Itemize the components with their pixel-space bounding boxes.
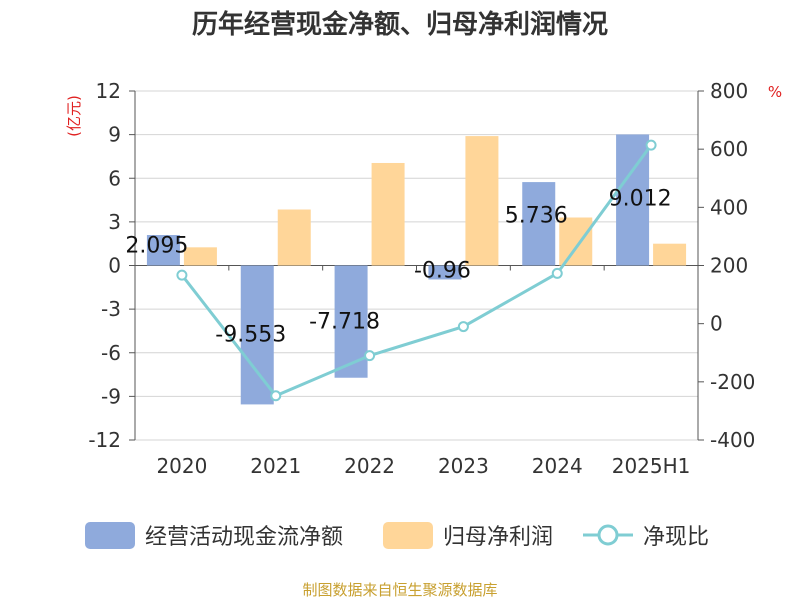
data-labels: 2.095 -9.553 -7.718 -0.96 5.736 9.012	[125, 187, 671, 348]
ratio-point	[364, 350, 376, 362]
data-label-cashflow: -0.96	[414, 259, 471, 284]
legend-label-ratio: 净现比	[643, 525, 709, 550]
ratio-point	[176, 269, 188, 281]
x-tick-label: 2025H1	[612, 454, 691, 478]
right-tick-label: 200	[710, 254, 748, 278]
bar-cashflow	[240, 265, 274, 405]
bar-profit	[371, 162, 405, 266]
legend-label-cashflow: 经营活动现金流净额	[145, 525, 343, 550]
ratio-point	[457, 321, 469, 333]
bar-profit	[277, 209, 311, 266]
bar-cashflow	[522, 182, 556, 266]
right-tick-label: 800	[710, 79, 748, 103]
left-axis-unit: (亿元)	[65, 95, 83, 137]
legend-swatch-ratio-marker	[597, 524, 619, 546]
x-tick-label: 2023	[438, 454, 489, 478]
legend: 经营活动现金流净额 归母净利润 净现比	[85, 522, 709, 550]
bar-profit	[653, 243, 687, 266]
data-label-cashflow: -7.718	[309, 310, 380, 335]
source-note: 制图数据来自恒生聚源数据库	[302, 581, 497, 599]
bar-profit	[465, 136, 499, 266]
legend-swatch-cashflow[interactable]	[85, 522, 135, 549]
axes: 12 9 6 3 0 -3 -6 -9 -12 800 600 400 200 0 -200 -400 2020…	[88, 79, 755, 478]
bar-cashflow	[428, 265, 462, 280]
left-tick-label: 12	[96, 79, 121, 103]
ratio-line	[176, 139, 657, 402]
right-axis-unit: %	[768, 83, 782, 101]
right-tick-label: -200	[710, 370, 755, 394]
ratio-series-line	[180, 144, 653, 398]
ratio-point	[645, 139, 657, 151]
left-tick-label: 6	[108, 166, 121, 190]
ratio-point	[270, 390, 282, 402]
left-tick-label: 0	[108, 254, 121, 278]
bar-profit	[183, 247, 217, 266]
left-tick-label: -9	[101, 384, 121, 408]
legend-swatch-profit[interactable]	[383, 522, 433, 549]
right-tick-label: 0	[710, 312, 723, 336]
right-tick-label: 400	[710, 195, 748, 219]
bar-profit	[559, 217, 593, 266]
data-label-cashflow: 5.736	[505, 204, 568, 229]
chart-title: 历年经营现金净额、归母净利润情况	[192, 9, 608, 40]
data-label-cashflow: 9.012	[609, 187, 672, 212]
left-tick-label: 9	[108, 123, 121, 147]
x-tick-label: 2021	[250, 454, 301, 478]
grid	[135, 90, 698, 441]
left-tick-label: -3	[101, 297, 121, 321]
x-tick-label: 2020	[156, 454, 207, 478]
right-tick-label: 600	[710, 137, 748, 161]
data-label-cashflow: -9.553	[215, 323, 286, 348]
left-tick-label: 3	[108, 210, 121, 234]
legend-label-profit: 归母净利润	[443, 525, 553, 550]
left-tick-label: -12	[88, 428, 121, 452]
bar-cashflow	[146, 235, 180, 266]
left-tick-label: -6	[101, 341, 121, 365]
ratio-point	[551, 267, 563, 279]
x-tick-label: 2022	[344, 454, 395, 478]
data-label-cashflow: 2.095	[125, 234, 188, 259]
x-tick-label: 2024	[532, 454, 583, 478]
right-tick-label: -400	[710, 428, 755, 452]
